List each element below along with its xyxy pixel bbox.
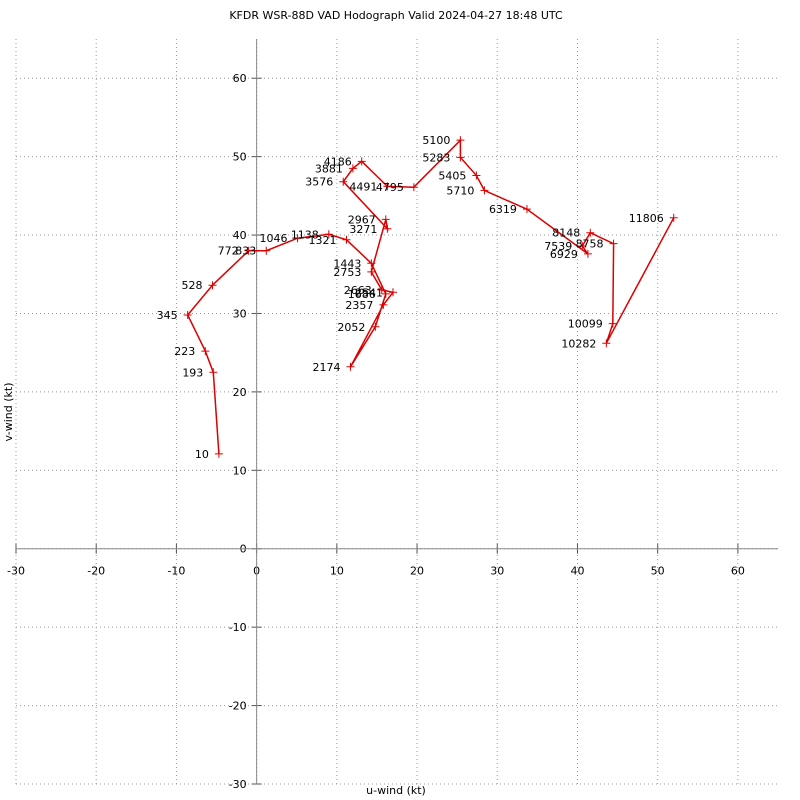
point-label: 8758 (576, 238, 604, 251)
point-marker (367, 267, 376, 276)
point-label: 2753 (333, 266, 361, 279)
point-label: 3881 (315, 162, 343, 175)
point-label: 10099 (568, 318, 603, 331)
y-tick-label: -10 (229, 621, 247, 634)
x-tick-label: 20 (410, 565, 424, 578)
point-label: 2174 (312, 361, 340, 374)
y-tick-label: 40 (233, 229, 247, 242)
point-marker (602, 339, 611, 348)
point-marker (208, 281, 217, 290)
point-marker (348, 164, 357, 173)
point-marker (409, 183, 418, 192)
y-tick-label: -30 (229, 778, 247, 791)
point-label: 1138 (291, 228, 319, 241)
chart-title: KFDR WSR-88D VAD Hodograph Valid 2024-04… (229, 9, 563, 22)
point-label: 5405 (438, 169, 466, 182)
point-label: 193 (182, 366, 203, 379)
point-label: 772 (218, 245, 239, 258)
point-label: 6319 (489, 203, 517, 216)
x-tick-label: -20 (87, 565, 105, 578)
point-marker (669, 213, 678, 222)
y-tick-label: 20 (233, 386, 247, 399)
point-label: 4186 (324, 155, 352, 168)
point-marker (357, 157, 366, 166)
point-marker (371, 322, 380, 331)
point-marker (379, 300, 388, 309)
point-label: 8148 (552, 227, 580, 240)
point-label: 10282 (561, 337, 596, 350)
point-marker (244, 246, 253, 255)
x-tick-label: 50 (651, 565, 665, 578)
point-label: 1686 (348, 288, 376, 301)
y-tick-label: -20 (229, 700, 247, 713)
point-marker (346, 362, 355, 371)
point-marker (201, 347, 210, 356)
point-label: 7539 (544, 240, 572, 253)
y-tick-label: 60 (233, 72, 247, 85)
y-tick-label: 30 (233, 307, 247, 320)
point-marker (381, 215, 390, 224)
point-marker (293, 234, 302, 243)
point-label: 10 (195, 448, 209, 461)
point-label: 6929 (550, 248, 578, 261)
point-label: 4491 (349, 180, 377, 193)
point-marker (578, 242, 587, 251)
point-label: 2663 (344, 284, 372, 297)
point-label: 345 (157, 309, 178, 322)
point-label: 4795 (376, 181, 404, 194)
point-label: 2967 (348, 213, 376, 226)
y-tick-label: 10 (233, 464, 247, 477)
point-marker (324, 230, 333, 239)
point-marker (367, 259, 376, 268)
point-marker (472, 171, 481, 180)
point-marker (214, 449, 223, 458)
point-label: 1321 (308, 234, 336, 247)
point-marker (456, 153, 465, 162)
point-marker (377, 285, 386, 294)
point-marker (209, 368, 218, 377)
point-marker (586, 228, 595, 237)
y-axis-label: v-wind (kt) (2, 383, 15, 442)
point-marker (388, 288, 397, 297)
point-label: 528 (182, 279, 203, 292)
point-marker (583, 249, 592, 258)
point-label: 3271 (349, 223, 377, 236)
x-tick-label: 30 (490, 565, 504, 578)
point-marker (342, 235, 351, 244)
point-marker (456, 136, 465, 145)
x-tick-label: 40 (570, 565, 584, 578)
point-marker (381, 289, 390, 298)
y-tick-label: 50 (233, 151, 247, 164)
point-marker (522, 205, 531, 214)
point-label: 1046 (260, 232, 288, 245)
point-label: 2357 (345, 299, 373, 312)
x-axis-label: u-wind (kt) (366, 784, 426, 797)
point-label: 833 (235, 245, 256, 258)
point-marker (383, 182, 392, 191)
point-label: 5283 (422, 151, 450, 164)
point-label: 1443 (333, 257, 361, 270)
point-label: 2052 (337, 321, 365, 334)
x-tick-label: 10 (330, 565, 344, 578)
point-label: 223 (174, 345, 195, 358)
point-label: 5100 (422, 134, 450, 147)
x-tick-label: -30 (7, 565, 25, 578)
point-label: 2541 (355, 286, 383, 299)
hodograph-line (186, 138, 675, 454)
x-tick-label: 60 (731, 565, 745, 578)
point-label: 3576 (305, 176, 333, 189)
point-marker (183, 311, 192, 320)
point-marker (609, 239, 618, 248)
point-marker (339, 177, 348, 186)
point-marker (608, 319, 617, 328)
point-label: 5710 (446, 184, 474, 197)
point-marker (383, 224, 392, 233)
point-label: 11806 (629, 212, 664, 225)
point-marker (480, 186, 489, 195)
point-marker (262, 246, 271, 255)
x-tick-label: -10 (167, 565, 185, 578)
